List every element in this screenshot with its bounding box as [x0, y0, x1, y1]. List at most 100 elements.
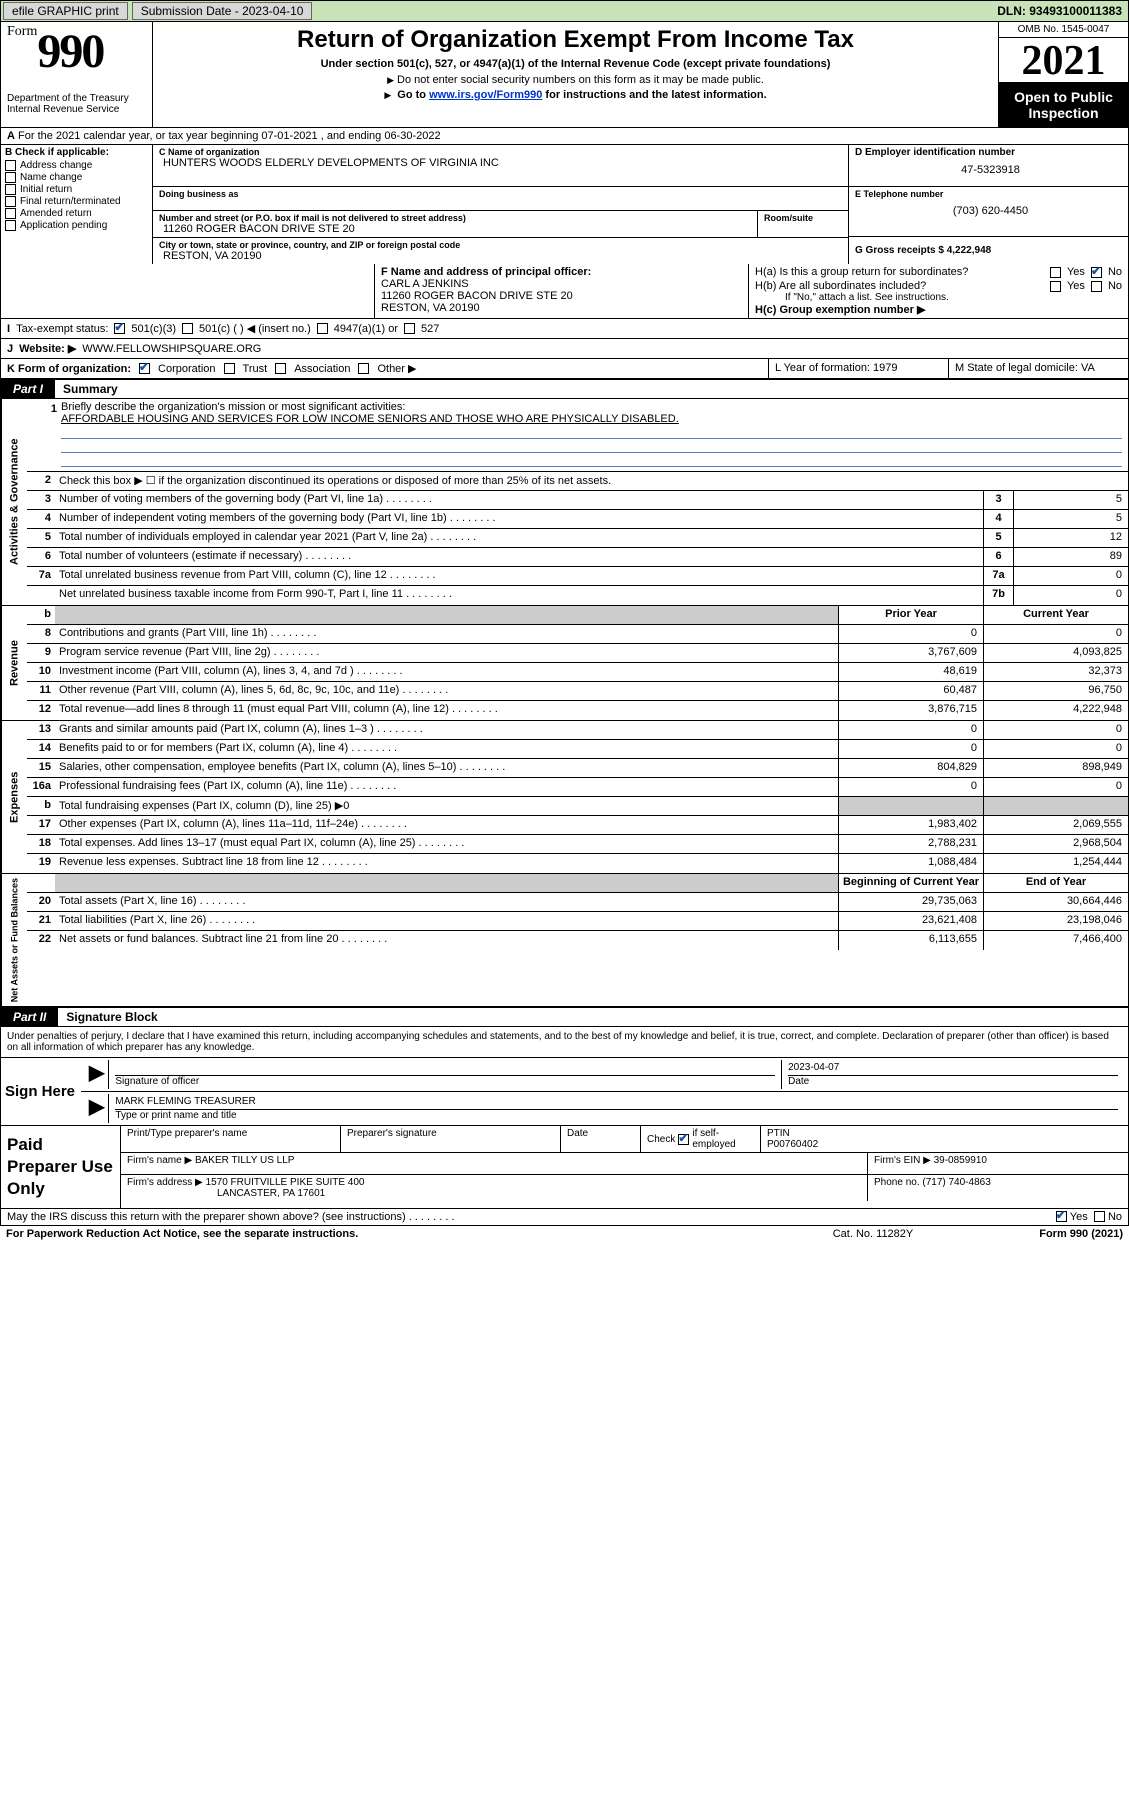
discuss-no-checkbox[interactable]: [1094, 1211, 1105, 1222]
hb-yes-checkbox[interactable]: [1050, 281, 1061, 292]
preparer-sig-header: Preparer's signature: [341, 1126, 561, 1152]
current-value: 96,750: [983, 682, 1128, 700]
line-desc: Contributions and grants (Part VIII, lin…: [55, 625, 838, 643]
ha-no-checkbox[interactable]: [1091, 267, 1102, 278]
prior-value: 3,767,609: [838, 644, 983, 662]
firm-ein: Firm's EIN ▶ 39-0859910: [868, 1153, 1128, 1174]
prior-value: 23,621,408: [838, 912, 983, 930]
website-value: WWW.FELLOWSHIPSQUARE.ORG: [82, 343, 261, 355]
form-subtitle: Under section 501(c), 527, or 4947(a)(1)…: [159, 58, 992, 70]
current-value: 4,222,948: [983, 701, 1128, 720]
final-return-checkbox[interactable]: [5, 196, 16, 207]
501c3-checkbox[interactable]: [114, 323, 125, 334]
discuss-yes-checkbox[interactable]: [1056, 1211, 1067, 1222]
phone-value: (703) 620-4450: [855, 199, 1122, 217]
ha-label: H(a) Is this a group return for subordin…: [755, 266, 1044, 278]
privacy-note: Do not enter social security numbers on …: [159, 74, 992, 86]
current-value: 2,968,504: [983, 835, 1128, 853]
current-value: 0: [983, 740, 1128, 758]
corporation-checkbox[interactable]: [139, 363, 150, 374]
current-value: 7,466,400: [983, 931, 1128, 950]
tax-exempt-row: I Tax-exempt status: 501(c)(3) 501(c) ( …: [0, 319, 1129, 339]
line-desc: Net assets or fund balances. Subtract li…: [55, 931, 838, 950]
department-label: Department of the Treasury Internal Reve…: [7, 93, 146, 115]
ein-value: 47-5323918: [855, 158, 1122, 176]
line5-value: 12: [1013, 529, 1128, 547]
signature-label: Signature of officer: [115, 1076, 775, 1087]
hb-no-checkbox[interactable]: [1091, 281, 1102, 292]
check-applicable-column: B Check if applicable: Address change Na…: [1, 145, 153, 264]
application-pending-checkbox[interactable]: [5, 220, 16, 231]
line-desc: Other expenses (Part IX, column (A), lin…: [55, 816, 838, 834]
line-desc: Investment income (Part VIII, column (A)…: [55, 663, 838, 681]
name-change-checkbox[interactable]: [5, 172, 16, 183]
paid-preparer-label: Paid Preparer Use Only: [1, 1126, 121, 1208]
form-title: Return of Organization Exempt From Incom…: [159, 26, 992, 54]
4947-checkbox[interactable]: [317, 323, 328, 334]
line7a-desc: Total unrelated business revenue from Pa…: [55, 567, 983, 585]
initial-return-checkbox[interactable]: [5, 184, 16, 195]
line-desc: Revenue less expenses. Subtract line 18 …: [55, 854, 838, 873]
line6-desc: Total number of volunteers (estimate if …: [55, 548, 983, 566]
prior-value: 0: [838, 721, 983, 739]
prior-value: 1,088,484: [838, 854, 983, 873]
firm-addr1: 1570 FRUITVILLE PIKE SUITE 400: [206, 1177, 365, 1188]
expenses-section: Expenses 13Grants and similar amounts pa…: [0, 721, 1129, 874]
city-state-zip: RESTON, VA 20190: [159, 250, 842, 262]
mission-value: AFFORDABLE HOUSING AND SERVICES FOR LOW …: [61, 413, 679, 425]
omb-number: OMB No. 1545-0047: [999, 22, 1128, 38]
sign-here-block: Sign Here ▶ Signature of officer 2023-04…: [0, 1058, 1129, 1126]
dba-label: Doing business as: [159, 189, 842, 199]
prior-year-header: Prior Year: [838, 606, 983, 624]
line7b-desc: Net unrelated business taxable income fr…: [55, 586, 983, 605]
prior-value: 0: [838, 778, 983, 796]
officer-addr2: RESTON, VA 20190: [381, 302, 480, 314]
other-checkbox[interactable]: [358, 363, 369, 374]
current-year-header: Current Year: [983, 606, 1128, 624]
501c-checkbox[interactable]: [182, 323, 193, 334]
line4-value: 5: [1013, 510, 1128, 528]
room-suite-label: Room/suite: [764, 213, 842, 223]
line7b-value: 0: [1013, 586, 1128, 605]
line-desc: Salaries, other compensation, employee b…: [55, 759, 838, 777]
net-assets-label: Net Assets or Fund Balances: [1, 874, 27, 1006]
name-title-label: Type or print name and title: [115, 1110, 1118, 1121]
line-desc: Professional fundraising fees (Part IX, …: [55, 778, 838, 796]
trust-checkbox[interactable]: [224, 363, 235, 374]
prior-value: 60,487: [838, 682, 983, 700]
officer-addr1: 11260 ROGER BACON DRIVE STE 20: [381, 290, 573, 302]
address-change-checkbox[interactable]: [5, 160, 16, 171]
submission-date-button[interactable]: Submission Date - 2023-04-10: [132, 2, 313, 20]
governance-label: Activities & Governance: [1, 399, 27, 605]
current-value: 0: [983, 721, 1128, 739]
current-value: 23,198,046: [983, 912, 1128, 930]
entity-block: B Check if applicable: Address change Na…: [0, 145, 1129, 264]
association-checkbox[interactable]: [275, 363, 286, 374]
prior-value: 48,619: [838, 663, 983, 681]
self-employed-checkbox[interactable]: [678, 1134, 689, 1145]
ha-yes-checkbox[interactable]: [1050, 267, 1061, 278]
line6-value: 89: [1013, 548, 1128, 566]
signature-arrow-icon: ▶: [85, 1060, 108, 1089]
prior-value: 0: [838, 625, 983, 643]
firm-phone: Phone no. (717) 740-4863: [868, 1175, 1128, 1201]
firm-name: BAKER TILLY US LLP: [195, 1155, 295, 1166]
527-checkbox[interactable]: [404, 323, 415, 334]
discuss-row: May the IRS discuss this return with the…: [0, 1209, 1129, 1226]
tax-year-row: A For the 2021 calendar year, or tax yea…: [0, 128, 1129, 145]
top-toolbar: efile GRAPHIC print Submission Date - 20…: [0, 0, 1129, 22]
preparer-date-header: Date: [561, 1126, 641, 1152]
firm-addr2: LANCASTER, PA 17601: [127, 1188, 325, 1199]
current-value: 4,093,825: [983, 644, 1128, 662]
line3-value: 5: [1013, 491, 1128, 509]
prior-value: 1,983,402: [838, 816, 983, 834]
current-value: 32,373: [983, 663, 1128, 681]
efile-print-button[interactable]: efile GRAPHIC print: [3, 2, 128, 20]
prior-value: 0: [838, 740, 983, 758]
discuss-label: May the IRS discuss this return with the…: [7, 1211, 1056, 1223]
instructions-link[interactable]: www.irs.gov/Form990: [429, 89, 542, 101]
amended-return-checkbox[interactable]: [5, 208, 16, 219]
line5-desc: Total number of individuals employed in …: [55, 529, 983, 547]
begin-year-header: Beginning of Current Year: [838, 874, 983, 892]
line2-desc: Check this box ▶ ☐ if the organization d…: [55, 472, 1128, 490]
